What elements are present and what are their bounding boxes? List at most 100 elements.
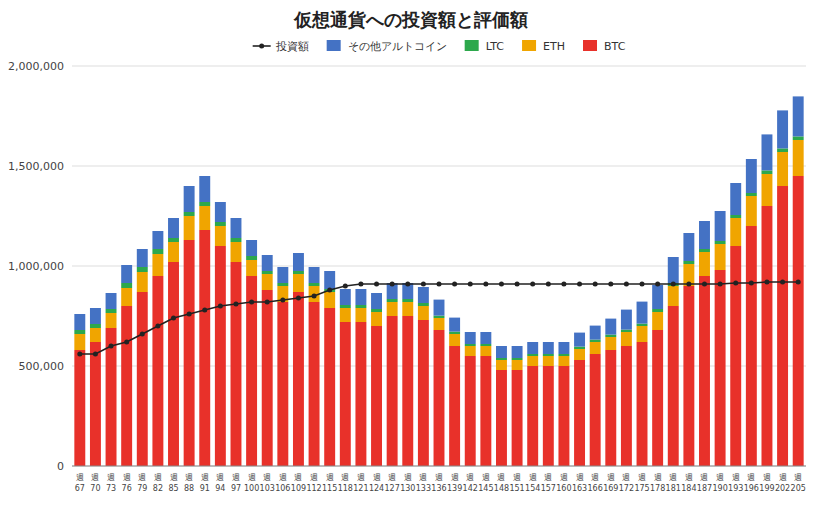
- bar: [137, 249, 148, 267]
- bar: [637, 326, 648, 342]
- x-tick-line: 週: [294, 473, 302, 482]
- bar: [340, 322, 351, 466]
- bar: [746, 196, 757, 226]
- x-tick-label: 週94: [215, 473, 225, 493]
- bar: [184, 186, 195, 212]
- bar: [761, 206, 772, 466]
- x-tick-line: 181: [666, 484, 681, 493]
- bar: [90, 328, 101, 342]
- x-tick-line: 163: [572, 484, 587, 493]
- line: [80, 282, 798, 354]
- x-tick-line: 週: [794, 473, 802, 482]
- x-tick-line: 91: [200, 484, 210, 493]
- bar: [184, 212, 195, 216]
- bar: [324, 308, 335, 466]
- bar: [621, 332, 632, 346]
- x-tick-label: 週187: [697, 473, 712, 493]
- x-tick-label: 週196: [744, 473, 759, 493]
- bar: [106, 309, 117, 313]
- line-marker: [686, 282, 691, 287]
- bar: [418, 287, 429, 303]
- bar-series: [74, 176, 803, 466]
- x-tick-line: 週: [201, 473, 209, 482]
- bar: [215, 246, 226, 466]
- x-tick-line: 週: [622, 473, 630, 482]
- bar: [106, 293, 117, 309]
- bar: [277, 283, 288, 286]
- x-tick-label: 週82: [153, 473, 163, 493]
- line-marker: [530, 282, 535, 287]
- line-marker: [249, 300, 254, 305]
- bar: [137, 267, 148, 272]
- x-tick-line: 週: [357, 473, 365, 482]
- bar: [574, 333, 585, 347]
- grid-line: [72, 466, 806, 467]
- bar: [449, 334, 460, 346]
- x-tick-label: 週76: [122, 473, 132, 493]
- line-marker: [499, 282, 504, 287]
- x-tick-line: 166: [588, 484, 603, 493]
- bar: [293, 271, 304, 274]
- bar: [730, 215, 741, 218]
- bar: [465, 346, 476, 356]
- bar: [574, 360, 585, 466]
- bar: [777, 186, 788, 466]
- bar: [434, 330, 445, 466]
- bar: [793, 176, 804, 466]
- bar: [137, 272, 148, 292]
- bar: [605, 350, 616, 466]
- grid-line: [72, 66, 806, 67]
- bar: [543, 356, 554, 366]
- y-tick-label: 1,500,000: [8, 160, 64, 173]
- bar: [121, 306, 132, 466]
- line-marker: [421, 282, 426, 287]
- line-marker: [280, 298, 285, 303]
- x-tick-line: 週: [669, 473, 677, 482]
- bar: [121, 283, 132, 288]
- bar: [309, 267, 320, 283]
- bar: [605, 319, 616, 335]
- bar: [496, 370, 507, 466]
- x-tick-line: 151: [509, 484, 524, 493]
- x-tick-line: 週: [263, 473, 271, 482]
- bar: [387, 316, 398, 466]
- bar: [590, 342, 601, 354]
- x-tick-line: 202: [775, 484, 790, 493]
- x-tick-label: 週70: [90, 473, 100, 493]
- x-tick-line: 週: [482, 473, 490, 482]
- x-tick-line: 週: [373, 473, 381, 482]
- x-axis: 週67週70週73週76週79週82週85週88週91週94週97週100週10…: [72, 466, 806, 493]
- bar: [293, 292, 304, 466]
- bar: [371, 312, 382, 326]
- line-marker: [296, 296, 301, 301]
- legend-swatch: [327, 40, 341, 51]
- bar: [699, 252, 710, 276]
- line-marker: [77, 352, 82, 357]
- line-marker: [452, 282, 457, 287]
- x-tick-label: 週190: [712, 473, 727, 493]
- x-tick-line: 週: [185, 473, 193, 482]
- x-tick-label: 週79: [137, 473, 147, 493]
- x-tick-line: 70: [90, 484, 100, 493]
- bar: [387, 302, 398, 316]
- x-tick-label: 週124: [369, 473, 384, 493]
- bar: [668, 286, 679, 306]
- x-tick-line: 週: [232, 473, 240, 482]
- bar: [309, 302, 320, 466]
- line-marker: [124, 340, 129, 345]
- line-marker: [171, 316, 176, 321]
- bar: [527, 356, 538, 366]
- x-tick-line: 112: [306, 484, 321, 493]
- x-tick-line: 週: [591, 473, 599, 482]
- bar: [668, 306, 679, 466]
- bar: [262, 290, 273, 466]
- x-tick-line: 週: [763, 473, 771, 482]
- bar: [715, 211, 726, 241]
- bar: [434, 316, 445, 318]
- legend-item: BTC: [583, 40, 626, 53]
- x-tick-line: 週: [716, 473, 724, 482]
- x-tick-line: 週: [451, 473, 459, 482]
- x-tick-label: 週112: [306, 473, 321, 493]
- bar: [246, 260, 257, 276]
- line-marker: [218, 304, 223, 309]
